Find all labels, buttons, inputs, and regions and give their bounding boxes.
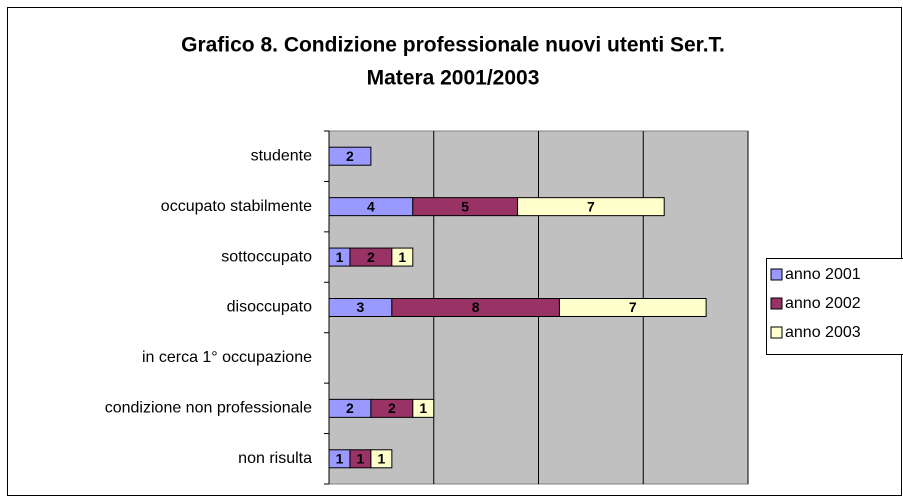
data-label: 5 — [461, 198, 469, 214]
data-label: 7 — [587, 198, 595, 214]
data-label: 2 — [346, 400, 354, 416]
chart-title: Grafico 8. Condizione professionale nuov… — [181, 34, 725, 57]
data-label: 1 — [336, 450, 344, 466]
y-tick-label: non risulta — [238, 450, 312, 467]
chart-title: Matera 2001/2003 — [367, 67, 540, 90]
legend-label: anno 2003 — [785, 324, 861, 341]
legend-swatch — [770, 268, 783, 281]
legend-label: anno 2001 — [785, 266, 861, 283]
data-label: 1 — [357, 450, 365, 466]
bar — [391, 247, 414, 267]
data-label: 3 — [357, 299, 365, 315]
legend — [766, 258, 903, 355]
data-label: 1 — [336, 249, 344, 265]
bar — [558, 298, 707, 317]
y-tick-label: sottoccupato — [221, 248, 312, 265]
legend-swatch — [770, 297, 783, 310]
y-tick-label: condizione non professionale — [105, 400, 312, 417]
y-tick-label: in cerca 1° occupazione — [142, 349, 312, 366]
data-label: 1 — [377, 450, 385, 466]
bar — [328, 146, 372, 166]
data-label: 1 — [419, 400, 427, 416]
y-tick-label: disoccupato — [227, 299, 312, 316]
data-label: 2 — [388, 400, 396, 416]
y-tick-label: occupato stabilmente — [161, 198, 312, 215]
data-label: 2 — [346, 148, 354, 164]
bar — [412, 398, 435, 418]
bar — [370, 449, 393, 469]
y-tick-label: studente — [251, 147, 312, 164]
legend-label: anno 2002 — [785, 295, 861, 312]
data-label: 4 — [367, 198, 375, 214]
data-label: 2 — [367, 249, 375, 265]
legend-swatch — [770, 326, 783, 339]
data-label: 1 — [398, 249, 406, 265]
data-label: 8 — [472, 299, 480, 315]
bar — [517, 197, 665, 217]
data-label: 7 — [629, 299, 637, 315]
